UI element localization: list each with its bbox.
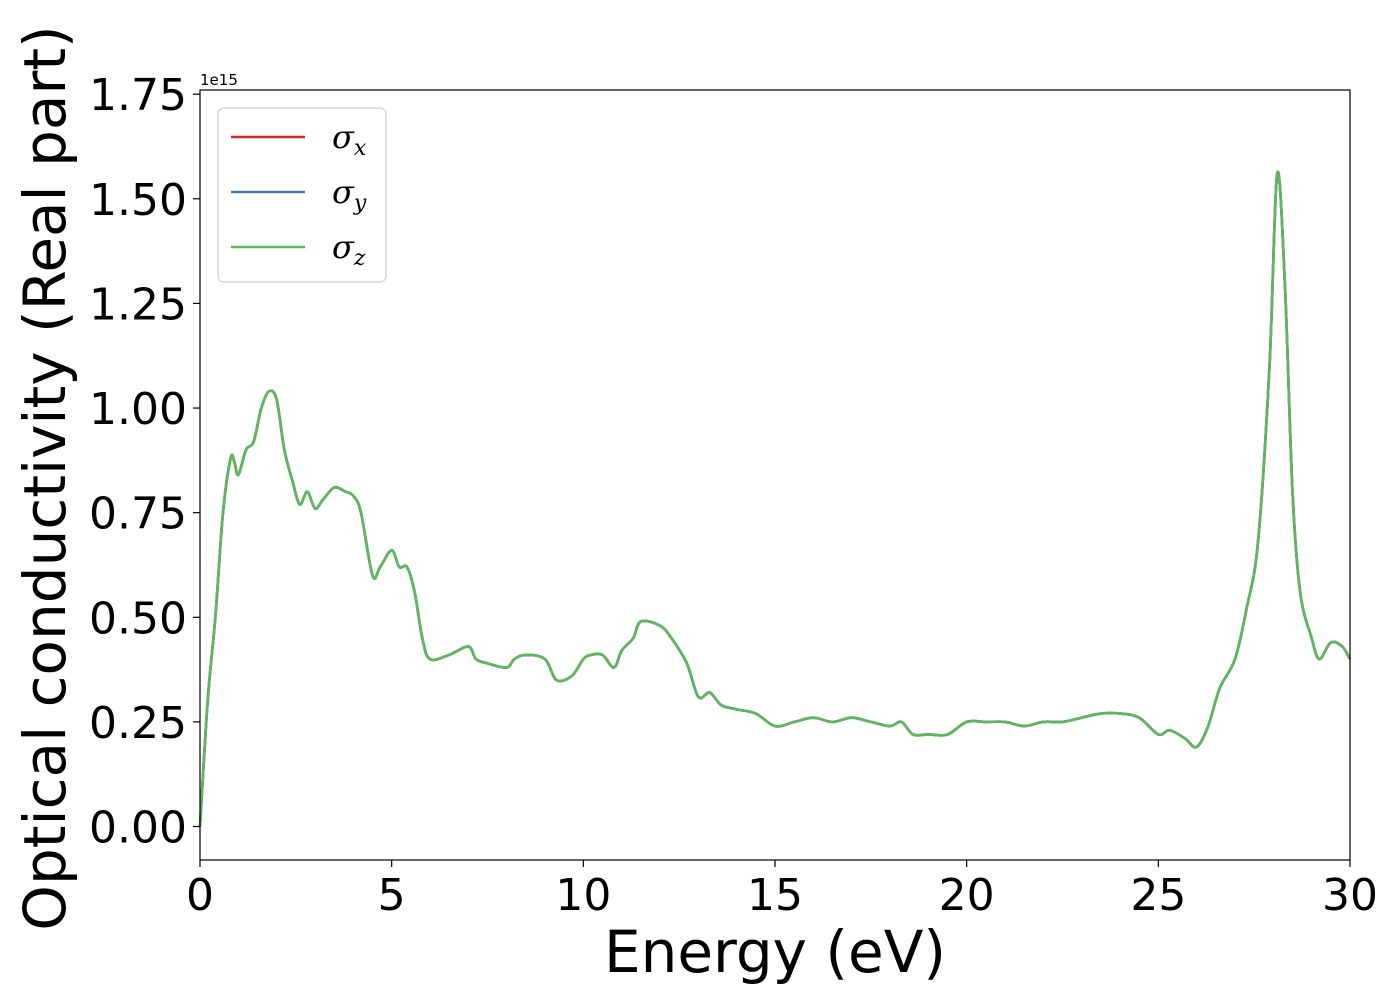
legend-box: [217, 107, 387, 283]
y-axis-label: Optical conductivity (Real part): [11, 25, 79, 930]
y-tick-label: 0.00: [89, 803, 187, 854]
y-axis: 0.00 0.25 0.50 0.75 1.00 1.25 1.50 1.75: [89, 70, 200, 854]
y-tick-label: 0.75: [89, 489, 187, 540]
series-layer: [198, 170, 1352, 827]
x-axis: 0 5 10 15 20 25 30: [186, 860, 1378, 921]
legend: σx σy σz: [217, 107, 387, 283]
legend-label-y: σy: [332, 173, 367, 216]
x-tick-label: 0: [186, 870, 214, 921]
x-tick-label: 25: [1130, 870, 1186, 921]
y-tick-label: 0.50: [89, 593, 187, 644]
y-offset-label: 1e15: [200, 71, 238, 89]
y-tick-label: 1.00: [89, 384, 187, 435]
x-axis-label: Energy (eV): [604, 918, 946, 986]
x-tick-label: 20: [939, 870, 995, 921]
series-line-z: [198, 170, 1352, 827]
plot-background: [200, 90, 1350, 860]
x-tick-label: 10: [555, 870, 611, 921]
y-tick-label: 1.25: [89, 279, 187, 330]
x-tick-label: 30: [1322, 870, 1378, 921]
y-tick-label: 0.25: [89, 698, 187, 749]
x-tick-label: 15: [747, 870, 803, 921]
y-tick-label: 1.75: [89, 70, 187, 121]
x-tick-label: 5: [378, 870, 406, 921]
legend-label-x: σx: [332, 118, 367, 161]
y-tick-label: 1.50: [89, 175, 187, 226]
legend-label-z: σz: [332, 228, 366, 271]
